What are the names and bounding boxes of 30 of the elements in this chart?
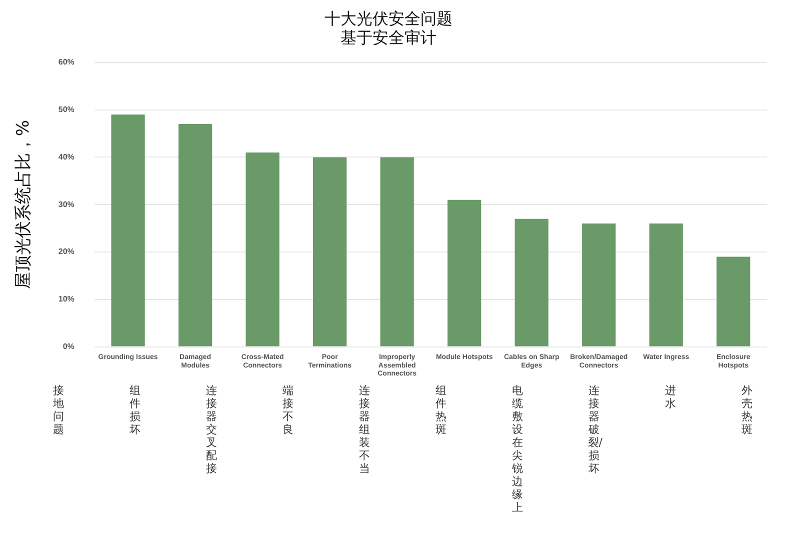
y-tick-label: 10% (58, 294, 74, 304)
y-tick-label: 40% (58, 152, 74, 162)
y-tick-label: 50% (58, 105, 74, 114)
bar (246, 152, 280, 346)
text: 端接不良 (282, 384, 294, 438)
chart-title: 十大光伏安全问题 (324, 8, 452, 28)
text: 组件损坏 (128, 384, 141, 438)
bar (514, 218, 548, 346)
bar (649, 224, 683, 346)
bar (380, 157, 414, 346)
text: 连接器组装不当 (358, 384, 370, 477)
text: 连接器破裂/损坏 (588, 384, 602, 477)
text: 组件热斑 (434, 384, 447, 438)
bar (313, 157, 347, 346)
y-tick-label: 20% (58, 247, 74, 256)
bar (582, 224, 616, 346)
text: 进水 (664, 384, 676, 412)
chart-subtitle: 基于安全审计 (340, 28, 436, 47)
text: 外壳热斑 (740, 384, 753, 438)
y-tick-label: 30% (58, 200, 74, 209)
bar (111, 114, 145, 346)
bar (716, 256, 750, 346)
text: 电缆敷设在尖锐边缘上 (512, 384, 523, 514)
text: 连接器交叉配接 (205, 384, 218, 477)
text: 接地问题 (52, 384, 64, 438)
y-tick-label: 0% (62, 342, 74, 352)
bar (448, 200, 482, 346)
bar (178, 124, 212, 346)
y-axis-title: 屋顶光伏系统占比，% (14, 120, 34, 290)
y-tick-label: 60% (58, 58, 74, 67)
